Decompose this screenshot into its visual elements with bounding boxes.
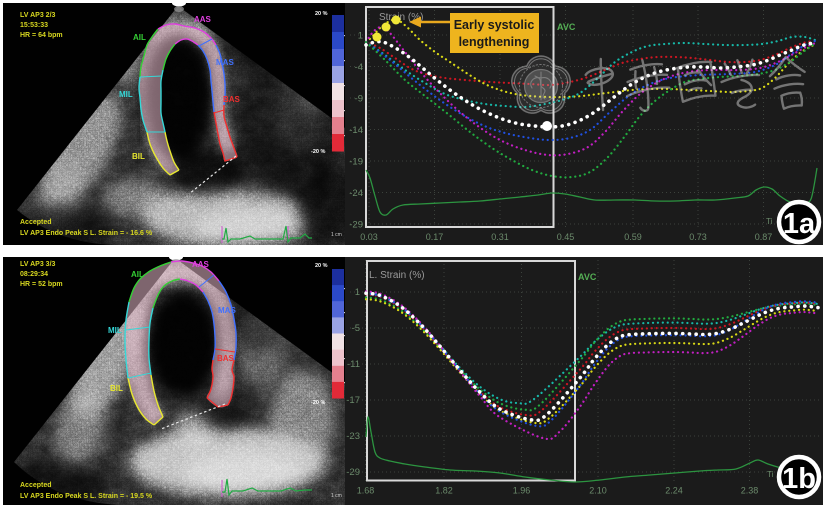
svg-text:AAS: AAS (194, 15, 212, 24)
svg-text:2.24: 2.24 (665, 486, 683, 496)
svg-text:AVC: AVC (557, 22, 576, 32)
svg-text:0.59: 0.59 (624, 232, 642, 242)
svg-text:0.73: 0.73 (689, 232, 707, 242)
svg-text:Ti: Ti (766, 217, 773, 226)
svg-text:AAS: AAS (192, 260, 210, 269)
svg-text:1 cm: 1 cm (331, 232, 342, 238)
svg-text:Ti: Ti (767, 470, 774, 479)
svg-text:20 %: 20 % (315, 263, 328, 269)
svg-text:MIL: MIL (119, 90, 133, 99)
svg-text:-5: -5 (352, 323, 360, 334)
svg-text:LV AP3 Endo Peak S L. Strain =: LV AP3 Endo Peak S L. Strain = - 16.6 % (20, 230, 153, 237)
svg-text:20 %: 20 % (315, 11, 328, 17)
svg-text:2.38: 2.38 (741, 486, 759, 496)
svg-text:-17: -17 (346, 395, 360, 406)
svg-text:L. Strain (%): L. Strain (%) (369, 270, 425, 281)
svg-text:Accepted: Accepted (20, 482, 52, 489)
svg-text:-9: -9 (355, 94, 363, 105)
svg-text:Early systolic: Early systolic (454, 18, 535, 32)
svg-text:-14: -14 (349, 125, 363, 136)
svg-text:0.03: 0.03 (360, 232, 378, 242)
svg-text:BAS: BAS (217, 354, 235, 363)
svg-text:MIL: MIL (108, 326, 122, 335)
svg-text:-29: -29 (349, 220, 363, 231)
svg-text:-23: -23 (346, 431, 360, 442)
svg-text:0.17: 0.17 (426, 232, 444, 242)
svg-text:0.87: 0.87 (755, 232, 773, 242)
svg-text:MAS: MAS (216, 58, 234, 67)
svg-text:2.10: 2.10 (589, 486, 607, 496)
svg-text:HR = 52 bpm: HR = 52 bpm (20, 281, 63, 288)
svg-text:1.82: 1.82 (435, 486, 453, 496)
svg-text:Strain (%): Strain (%) (379, 12, 423, 23)
svg-text:-20 %: -20 % (311, 400, 325, 406)
svg-text:MAS: MAS (218, 306, 236, 315)
svg-text:1 cm: 1 cm (331, 493, 342, 499)
svg-text:LV AP3 3/3: LV AP3 3/3 (20, 261, 56, 268)
svg-text:lengthening: lengthening (459, 35, 530, 49)
svg-text:1: 1 (358, 31, 363, 42)
svg-text:BIL: BIL (132, 152, 145, 161)
svg-text:1: 1 (355, 287, 360, 298)
svg-text:LV AP3 2/3: LV AP3 2/3 (20, 12, 56, 19)
svg-text:HR = 64 bpm: HR = 64 bpm (20, 32, 63, 39)
svg-text:BAS: BAS (223, 95, 241, 104)
svg-text:1.68: 1.68 (357, 486, 375, 496)
svg-text:AIL: AIL (131, 270, 144, 279)
svg-text:LV AP3 Endo Peak S L. Strain =: LV AP3 Endo Peak S L. Strain = - 19.5 % (20, 493, 153, 500)
svg-text:1b: 1b (782, 463, 816, 495)
svg-text:-24: -24 (349, 188, 363, 199)
svg-text:BIL: BIL (110, 384, 123, 393)
svg-text:-19: -19 (349, 157, 363, 168)
svg-text:0.31: 0.31 (491, 232, 509, 242)
svg-text:15:53:33: 15:53:33 (20, 22, 48, 29)
svg-text:Accepted: Accepted (20, 219, 52, 226)
svg-text:AIL: AIL (133, 33, 146, 42)
svg-text:-11: -11 (347, 359, 360, 370)
svg-text:-4: -4 (355, 62, 363, 73)
svg-text:1a: 1a (783, 208, 816, 240)
svg-text:-20 %: -20 % (311, 149, 325, 155)
svg-text:1.96: 1.96 (513, 486, 531, 496)
svg-text:-29: -29 (346, 467, 360, 478)
svg-text:AVC: AVC (578, 272, 597, 282)
svg-text:0.45: 0.45 (557, 232, 575, 242)
svg-text:08:29:34: 08:29:34 (20, 271, 48, 278)
